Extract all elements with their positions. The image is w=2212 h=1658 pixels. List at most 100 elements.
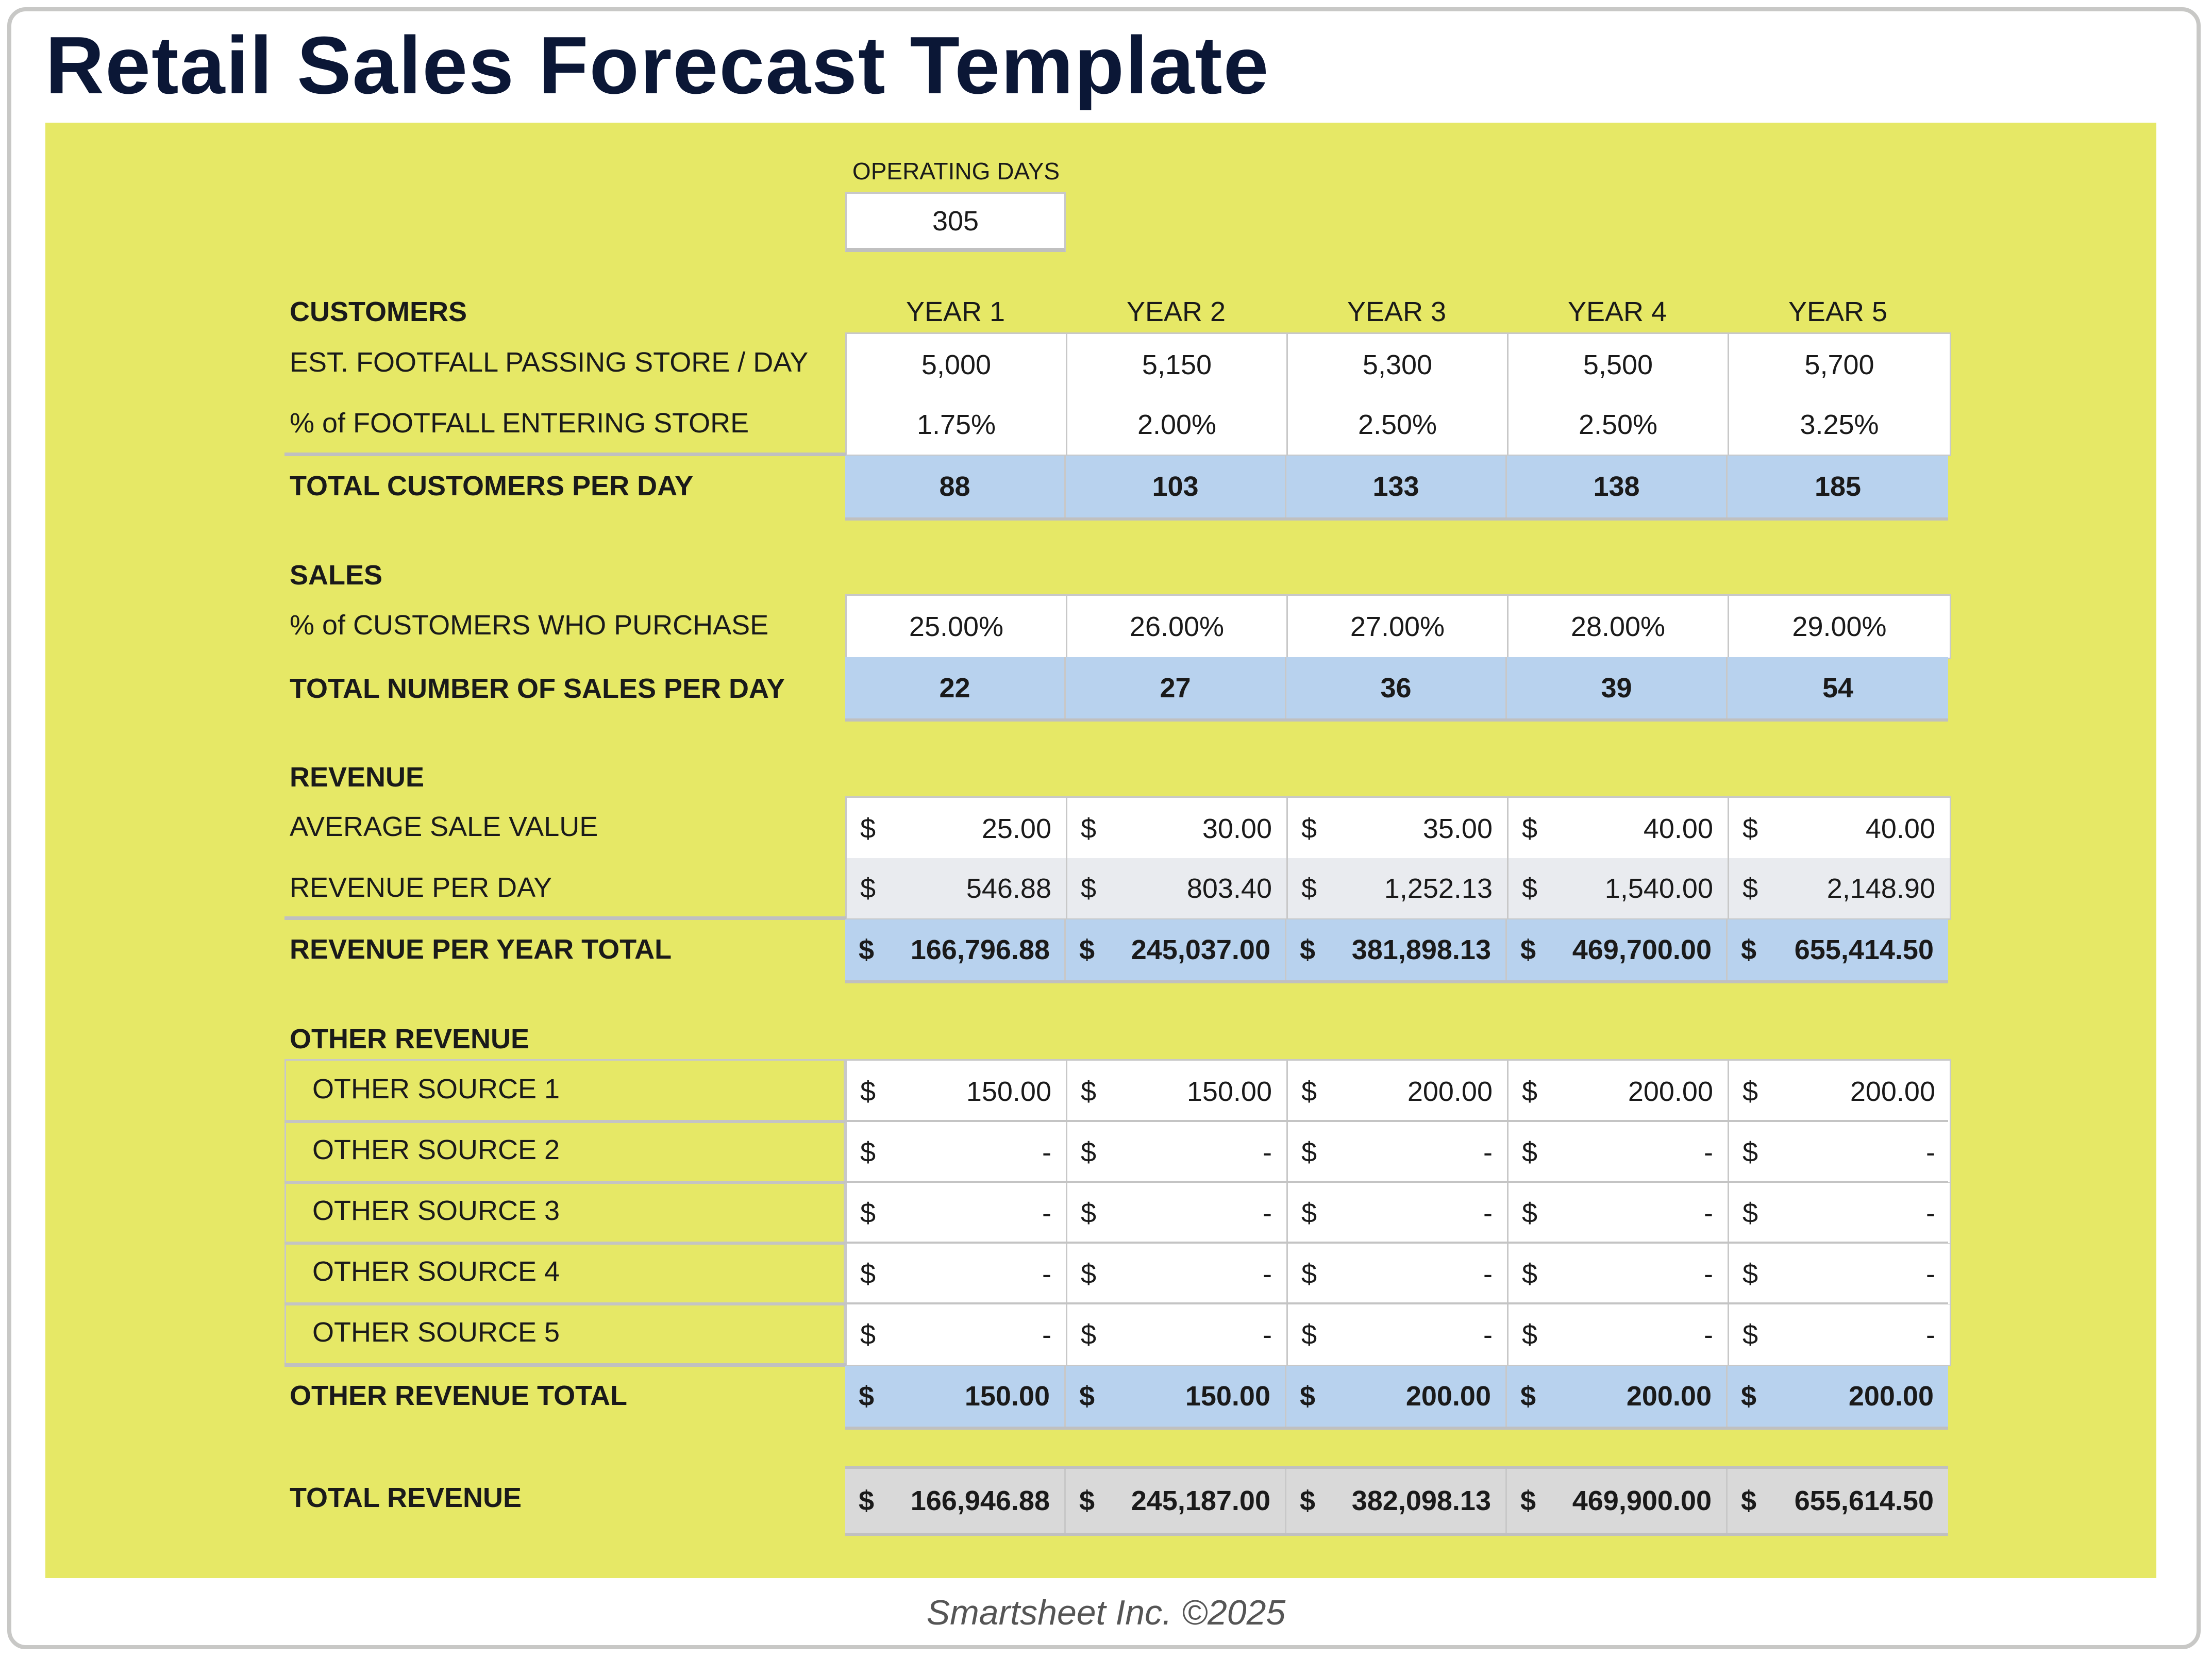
other-source-3-year-2[interactable]: $ - xyxy=(1067,1183,1288,1243)
other-source-1-year-2[interactable]: $150.00 xyxy=(1067,1061,1288,1123)
currency-symbol: $ xyxy=(859,1485,875,1516)
entering-year-3[interactable]: 2.50% xyxy=(1288,394,1509,455)
entering-year-4[interactable]: 2.50% xyxy=(1509,394,1729,455)
divider xyxy=(284,1120,1948,1123)
other-source-4-year-3[interactable]: $ - xyxy=(1288,1244,1509,1304)
other-source-5-year-4[interactable]: $ - xyxy=(1509,1304,1729,1365)
cell-value: 166,796.88 xyxy=(910,934,1050,965)
entering-year-1[interactable]: 1.75% xyxy=(847,394,1067,455)
avg-sale-year-4[interactable]: $40.00 xyxy=(1509,798,1729,860)
footfall-year-5[interactable]: 5,700 xyxy=(1804,349,1874,380)
footfall-year-2[interactable]: 5,150 xyxy=(1067,334,1288,396)
currency-symbol: $ xyxy=(1081,1136,1097,1168)
currency-symbol: $ xyxy=(1742,1136,1758,1168)
operating-days-input[interactable]: 305 xyxy=(845,192,1066,252)
other-source-3-year-3[interactable]: $ - xyxy=(1288,1183,1509,1243)
cell-value: 35.00 xyxy=(1422,813,1493,844)
cell-value: 803.40 xyxy=(1186,873,1272,904)
other-source-2-year-5[interactable]: $ - xyxy=(1729,1122,1950,1182)
other-source-3-label: OTHER SOURCE 3 xyxy=(312,1195,560,1226)
cell-value: 200.00 xyxy=(1628,1076,1713,1107)
other-source-5-year-3[interactable]: $ - xyxy=(1288,1304,1509,1365)
revenue-per-year-year-2: $245,037.00 xyxy=(1066,919,1286,980)
other-revenue-total-year-2: $150.00 xyxy=(1066,1366,1286,1427)
avg-sale-label: AVERAGE SALE VALUE xyxy=(290,811,598,842)
other-source-1-year-4[interactable]: $200.00 xyxy=(1509,1061,1729,1123)
avg-sale-year-3[interactable]: $35.00 xyxy=(1288,798,1509,860)
avg-sale-row: $25.00 $30.00 $35.00 $40.00 $40.00 xyxy=(845,796,1951,861)
currency-symbol: $ xyxy=(860,1258,876,1289)
total-customers-year-2: 103 xyxy=(1066,456,1286,517)
cell-value: 150.00 xyxy=(1186,1076,1272,1107)
currency-symbol: $ xyxy=(1300,934,1316,965)
purchase-pct-year-3[interactable]: 27.00% xyxy=(1288,596,1509,658)
currency-symbol: $ xyxy=(1522,1076,1538,1107)
footfall-year-4[interactable]: 5,500 xyxy=(1509,334,1729,396)
currency-symbol: $ xyxy=(1301,1319,1317,1350)
avg-sale-year-5[interactable]: $40.00 xyxy=(1729,798,1950,860)
currency-symbol: $ xyxy=(1741,934,1757,965)
cell-value: 469,700.00 xyxy=(1572,934,1712,965)
other-source-4-year-2[interactable]: $ - xyxy=(1067,1244,1288,1304)
other-source-3-year-1[interactable]: $ - xyxy=(847,1183,1067,1243)
avg-sale-year-1[interactable]: $25.00 xyxy=(847,798,1067,860)
cell-value: 200.00 xyxy=(1626,1381,1712,1412)
other-source-2-year-3[interactable]: $ - xyxy=(1288,1122,1509,1182)
other-source-5-year-2[interactable]: $ - xyxy=(1067,1304,1288,1365)
footfall-year-1[interactable]: 5,000 xyxy=(847,334,1067,396)
entering-label: % of FOOTFALL ENTERING STORE xyxy=(290,408,749,439)
other-source-1-year-5[interactable]: $200.00 xyxy=(1729,1061,1950,1123)
other-source-5-label: OTHER SOURCE 5 xyxy=(312,1317,560,1348)
currency-symbol: $ xyxy=(1301,813,1317,844)
other-source-1-year-1[interactable]: $150.00 xyxy=(847,1061,1067,1123)
revenue-per-year-year-3: $381,898.13 xyxy=(1286,919,1507,980)
cell-value: - xyxy=(1042,1197,1051,1229)
other-source-4-year-4[interactable]: $ - xyxy=(1509,1244,1729,1304)
other-source-4-year-5[interactable]: $ - xyxy=(1729,1244,1950,1304)
cell-value: 25.00 xyxy=(981,813,1051,844)
currency-symbol: $ xyxy=(1522,813,1538,844)
total-customers-row: 88 103 133 138 185 xyxy=(845,456,1948,521)
other-source-1-year-3[interactable]: $200.00 xyxy=(1288,1061,1509,1123)
section-sales-header: SALES xyxy=(290,560,383,591)
other-source-5-year-5[interactable]: $ - xyxy=(1729,1304,1950,1365)
footfall-year-3[interactable]: 5,300 xyxy=(1288,334,1509,396)
other-source-2-year-1[interactable]: $ - xyxy=(847,1122,1067,1182)
other-source-4-year-1[interactable]: $ - xyxy=(847,1244,1067,1304)
other-source-3-year-5[interactable]: $ - xyxy=(1729,1183,1950,1243)
cell-value: - xyxy=(1263,1319,1272,1350)
cell-value: - xyxy=(1926,1136,1935,1168)
total-customers-year-3: 133 xyxy=(1286,456,1507,517)
revenue-per-year-year-1: $166,796.88 xyxy=(845,919,1066,980)
currency-symbol: $ xyxy=(860,813,876,844)
cell-value: - xyxy=(1704,1258,1713,1289)
total-revenue-year-4: $469,900.00 xyxy=(1507,1469,1728,1533)
currency-symbol: $ xyxy=(1301,1197,1317,1229)
total-revenue-year-1: $166,946.88 xyxy=(845,1469,1066,1533)
other-source-1-row: $150.00 $150.00 $200.00 $200.00 $200.00 xyxy=(845,1059,1951,1124)
section-customers-header: CUSTOMERS xyxy=(290,296,467,327)
other-source-5-year-1[interactable]: $ - xyxy=(847,1304,1067,1365)
entering-year-2[interactable]: 2.00% xyxy=(1067,394,1288,455)
purchase-pct-year-1[interactable]: 25.00% xyxy=(847,596,1067,658)
cell-value: 245,187.00 xyxy=(1131,1485,1270,1516)
section-revenue-header: REVENUE xyxy=(290,762,425,793)
currency-symbol: $ xyxy=(1081,1258,1097,1289)
cell-value: 381,898.13 xyxy=(1351,934,1491,965)
cell-value: 655,414.50 xyxy=(1794,934,1934,965)
cell-value: 40.00 xyxy=(1643,813,1713,844)
other-source-2-year-2[interactable]: $ - xyxy=(1067,1122,1288,1182)
currency-symbol: $ xyxy=(860,1076,876,1107)
purchase-pct-year-5[interactable]: 29.00% xyxy=(1792,611,1887,642)
section-other-revenue-header: OTHER REVENUE xyxy=(290,1024,530,1054)
purchase-pct-year-4[interactable]: 28.00% xyxy=(1509,596,1729,658)
other-source-3-year-4[interactable]: $ - xyxy=(1509,1183,1729,1243)
currency-symbol: $ xyxy=(860,1136,876,1168)
currency-symbol: $ xyxy=(1742,1076,1758,1107)
entering-year-5[interactable]: 3.25% xyxy=(1800,409,1879,440)
purchase-pct-year-2[interactable]: 26.00% xyxy=(1067,596,1288,658)
cell-value: 245,037.00 xyxy=(1131,934,1270,965)
other-source-2-year-4[interactable]: $ - xyxy=(1509,1122,1729,1182)
avg-sale-year-2[interactable]: $30.00 xyxy=(1067,798,1288,860)
cell-value: 546.88 xyxy=(966,873,1051,904)
